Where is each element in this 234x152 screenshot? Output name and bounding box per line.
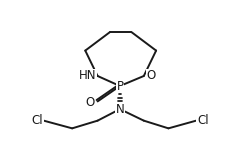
Text: O: O: [85, 96, 95, 109]
Text: P: P: [117, 79, 123, 93]
Text: O: O: [146, 69, 155, 83]
Text: HN: HN: [79, 69, 96, 83]
Text: N: N: [116, 103, 124, 116]
Text: Cl: Cl: [197, 114, 208, 127]
Text: Cl: Cl: [31, 114, 43, 127]
